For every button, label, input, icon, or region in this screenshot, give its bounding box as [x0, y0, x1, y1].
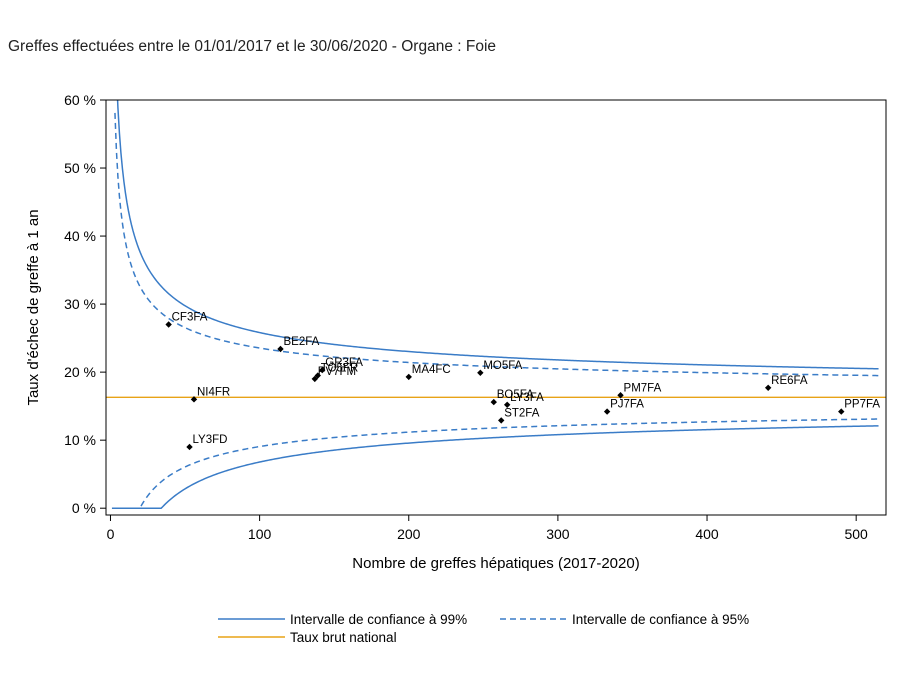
data-point-label: LY3FD: [193, 434, 228, 446]
confidence-curves: [111, 100, 879, 509]
x-tick-label: 300: [546, 526, 570, 542]
data-point: [498, 417, 505, 424]
ci95-lower-curve: [111, 418, 879, 509]
chart-title: Greffes effectuées entre le 01/01/2017 e…: [8, 38, 497, 55]
data-point-label: NI4FR: [197, 386, 230, 398]
data-point-label: PM7FA: [624, 382, 662, 394]
data-point: [405, 373, 412, 381]
legend-label-national: Taux brut national: [290, 630, 397, 645]
data-point: [477, 369, 484, 377]
data-point-label: BO5FA: [497, 389, 534, 401]
data-point-label: MA4FC: [412, 364, 451, 376]
y-axis-ticks: 0 % 10 % 20 % 30 % 40 % 50 % 60 %: [64, 92, 106, 516]
ci95-upper-curve: [114, 112, 879, 377]
x-tick-label: 400: [695, 526, 719, 542]
y-axis-label: Taux d'échec de greffe à 1 an: [25, 209, 42, 405]
data-point: [490, 398, 497, 406]
data-point: [277, 345, 284, 353]
data-point-label: TO5FR: [321, 363, 359, 375]
data-point: [319, 366, 326, 374]
data-point-label: GR3FA: [325, 357, 363, 369]
x-axis-ticks: 0 100 200 300 400 500: [107, 515, 868, 542]
data-point-label: LY3FA: [510, 392, 544, 404]
x-tick-label: 100: [248, 526, 272, 542]
x-tick-label: 0: [107, 526, 115, 542]
data-point-label: CF3FA: [172, 312, 208, 324]
x-tick-label: 500: [844, 526, 868, 542]
y-tick-label: 50 %: [64, 160, 96, 176]
legend-label-ci99: Intervalle de confiance à 99%: [290, 612, 467, 627]
data-point: [190, 396, 198, 403]
y-tick-label: 30 %: [64, 296, 96, 312]
y-tick-label: 20 %: [64, 364, 96, 380]
data-point: [165, 321, 172, 328]
data-point-label: MO5FA: [483, 360, 522, 372]
x-axis-label: Nombre de greffes hépatiques (2017-2020): [352, 555, 639, 572]
data-point-label: BE2FA: [283, 336, 319, 348]
data-point-label: PV7FM: [318, 366, 356, 378]
data-point-label: ST2FA: [504, 407, 539, 419]
data-point-label: PP7FA: [844, 399, 880, 411]
y-tick-label: 10 %: [64, 432, 96, 448]
x-tick-label: 200: [397, 526, 421, 542]
data-point-label: PJ7FA: [610, 399, 644, 411]
y-tick-label: 60 %: [64, 92, 96, 108]
legend: Intervalle de confiance à 99% Intervalle…: [218, 612, 749, 645]
data-point: [764, 384, 772, 391]
data-point: [617, 392, 624, 399]
data-point: [311, 375, 318, 383]
data-point: [186, 443, 193, 451]
ci99-lower-curve: [111, 425, 879, 509]
data-point-label: RE6FA: [771, 375, 808, 387]
data-point: [503, 401, 511, 408]
y-tick-label: 40 %: [64, 228, 96, 244]
y-tick-label: 0 %: [72, 500, 96, 516]
data-point: [838, 408, 845, 415]
data-point: [603, 408, 611, 415]
ci99-upper-curve: [116, 100, 879, 370]
legend-label-ci95: Intervalle de confiance à 95%: [572, 612, 749, 627]
plot-frame: [105, 99, 887, 516]
